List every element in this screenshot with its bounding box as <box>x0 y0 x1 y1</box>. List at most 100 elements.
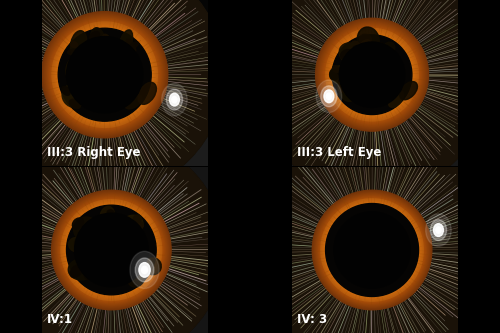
Circle shape <box>318 196 426 303</box>
Ellipse shape <box>102 218 108 222</box>
Ellipse shape <box>204 0 500 218</box>
Ellipse shape <box>79 238 85 244</box>
Circle shape <box>322 200 422 300</box>
Ellipse shape <box>88 230 99 240</box>
Circle shape <box>53 23 156 127</box>
Circle shape <box>313 191 431 309</box>
Ellipse shape <box>316 80 342 113</box>
Ellipse shape <box>74 239 80 249</box>
Circle shape <box>58 29 151 121</box>
Circle shape <box>49 19 160 130</box>
Circle shape <box>334 212 410 288</box>
Ellipse shape <box>139 263 150 277</box>
Ellipse shape <box>388 90 404 107</box>
Circle shape <box>327 29 418 120</box>
Circle shape <box>317 195 427 305</box>
Ellipse shape <box>339 79 349 86</box>
Circle shape <box>318 196 426 304</box>
Circle shape <box>61 200 162 300</box>
Circle shape <box>314 192 430 308</box>
Ellipse shape <box>70 265 83 277</box>
Ellipse shape <box>80 229 94 236</box>
Circle shape <box>56 26 154 124</box>
Circle shape <box>54 192 170 308</box>
Circle shape <box>46 15 164 134</box>
Circle shape <box>56 194 167 305</box>
Ellipse shape <box>166 89 182 110</box>
Circle shape <box>58 28 152 122</box>
Circle shape <box>54 24 156 126</box>
Ellipse shape <box>434 224 444 236</box>
Ellipse shape <box>62 85 85 108</box>
Circle shape <box>312 190 432 310</box>
Circle shape <box>57 27 152 123</box>
Ellipse shape <box>72 218 84 229</box>
Ellipse shape <box>332 66 339 73</box>
Ellipse shape <box>380 42 395 59</box>
Ellipse shape <box>378 43 385 50</box>
Circle shape <box>52 191 170 309</box>
Circle shape <box>42 12 168 138</box>
Ellipse shape <box>162 83 187 116</box>
Circle shape <box>326 203 418 296</box>
Circle shape <box>325 203 420 297</box>
Ellipse shape <box>70 99 80 109</box>
Circle shape <box>252 0 492 194</box>
Ellipse shape <box>90 28 105 54</box>
Circle shape <box>318 21 426 128</box>
Circle shape <box>328 31 416 118</box>
Ellipse shape <box>426 214 451 246</box>
Ellipse shape <box>339 43 363 65</box>
Circle shape <box>52 190 171 310</box>
Ellipse shape <box>68 50 82 55</box>
Circle shape <box>318 20 426 129</box>
Ellipse shape <box>86 269 94 278</box>
Ellipse shape <box>0 0 296 75</box>
Circle shape <box>320 198 424 302</box>
Circle shape <box>66 205 156 295</box>
Circle shape <box>314 192 430 307</box>
Circle shape <box>64 202 159 298</box>
Ellipse shape <box>172 97 177 103</box>
Ellipse shape <box>84 270 94 280</box>
Circle shape <box>66 205 156 295</box>
Text: III:3 Left Eye: III:3 Left Eye <box>298 147 382 160</box>
Ellipse shape <box>75 88 84 98</box>
Ellipse shape <box>330 70 339 80</box>
Ellipse shape <box>145 258 162 275</box>
Circle shape <box>63 201 160 299</box>
Ellipse shape <box>78 55 86 67</box>
Circle shape <box>323 201 421 299</box>
Circle shape <box>324 27 420 123</box>
Ellipse shape <box>118 30 132 58</box>
Circle shape <box>42 13 167 137</box>
Circle shape <box>44 14 165 135</box>
Ellipse shape <box>76 242 82 248</box>
Circle shape <box>64 203 158 297</box>
Circle shape <box>326 29 418 121</box>
Circle shape <box>0 137 224 333</box>
Ellipse shape <box>430 220 446 240</box>
Circle shape <box>48 18 161 131</box>
Ellipse shape <box>125 95 142 109</box>
Circle shape <box>330 32 414 117</box>
Circle shape <box>334 36 411 114</box>
Ellipse shape <box>324 90 334 103</box>
Ellipse shape <box>90 34 96 47</box>
Circle shape <box>56 195 166 305</box>
Ellipse shape <box>90 32 100 41</box>
Circle shape <box>320 197 425 303</box>
Circle shape <box>0 137 224 333</box>
Ellipse shape <box>104 214 110 222</box>
Circle shape <box>252 0 492 194</box>
Ellipse shape <box>386 49 393 54</box>
Circle shape <box>252 131 492 333</box>
Ellipse shape <box>436 227 441 233</box>
Circle shape <box>54 193 168 307</box>
Ellipse shape <box>358 27 379 52</box>
Circle shape <box>60 199 162 301</box>
Circle shape <box>326 203 418 296</box>
Circle shape <box>322 199 422 300</box>
Ellipse shape <box>78 46 87 55</box>
Ellipse shape <box>128 271 144 287</box>
